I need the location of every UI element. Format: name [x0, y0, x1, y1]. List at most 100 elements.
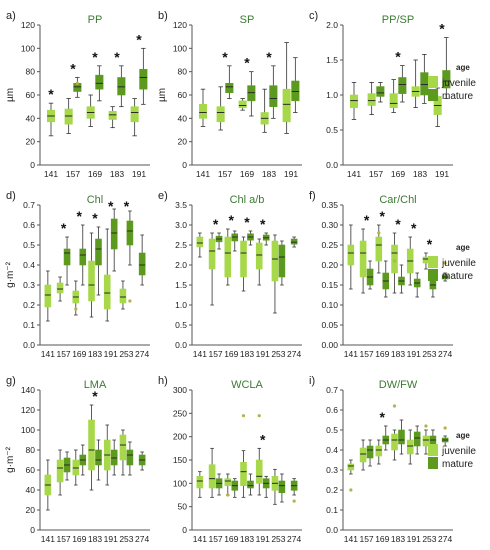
legend-swatch	[428, 256, 438, 268]
box-body	[64, 108, 73, 125]
box-body	[208, 238, 216, 270]
y-tick-label: 0.6	[23, 220, 35, 230]
outlier-point	[75, 81, 79, 85]
x-tick-label: 191	[284, 169, 298, 179]
box-body	[119, 288, 127, 304]
box-body	[198, 104, 208, 119]
x-tick-label: 157	[359, 534, 373, 544]
box-mature-169	[247, 71, 256, 117]
box-mature-274	[290, 236, 298, 248]
outlier-point	[257, 414, 261, 418]
significance-marker: *	[260, 216, 266, 232]
y-tick-label: 2.0	[326, 20, 338, 30]
significance-marker: *	[70, 61, 76, 77]
box-body	[391, 244, 398, 274]
legend: age juvenile mature	[428, 431, 476, 470]
panel-title: Chl	[87, 194, 104, 206]
box-juvenile-183	[391, 429, 398, 461]
box-body	[238, 100, 247, 109]
box-body	[63, 248, 71, 266]
y-tick-label: 0.6	[326, 405, 338, 415]
box-body	[347, 463, 355, 471]
y-tick-label: 2.0	[175, 260, 187, 270]
significance-marker: *	[124, 198, 130, 214]
box-juvenile-191	[130, 98, 139, 137]
box-body	[290, 238, 298, 245]
y-tick-label: 80	[26, 67, 36, 77]
outlier-point	[292, 499, 296, 503]
x-tick-label: 274	[287, 349, 301, 359]
box-juvenile-141	[349, 82, 359, 120]
box-juvenile-183	[260, 88, 269, 133]
box-mature-157	[73, 77, 82, 98]
box-mature-183	[95, 439, 102, 481]
y-tick-label: 0.0	[175, 340, 187, 350]
y-tick-label: 120	[21, 405, 35, 415]
box-body	[422, 435, 430, 447]
significance-marker: *	[439, 21, 445, 37]
x-tick-label: 169	[88, 169, 102, 179]
box-mature-157	[63, 236, 71, 286]
box-juvenile-157	[367, 82, 376, 115]
legend: age juvenile mature	[428, 63, 476, 102]
box-body	[224, 236, 232, 278]
x-tick-label: 253	[422, 534, 436, 544]
box-juvenile-169	[86, 94, 95, 127]
x-tick-label: 253	[271, 349, 285, 359]
box-juvenile-141	[44, 270, 52, 322]
box-juvenile-191	[103, 228, 111, 322]
box-mature-157	[366, 439, 374, 467]
x-tick-label: 183	[88, 534, 102, 544]
box-mature-157	[225, 65, 234, 99]
y-tick-label: 40	[178, 113, 188, 123]
box-mature-183	[95, 226, 102, 296]
box-body	[247, 85, 256, 102]
x-tick-label: 141	[44, 169, 58, 179]
y-tick-label: 100	[21, 425, 35, 435]
y-tick-label: 0.5	[326, 425, 338, 435]
panel-label: c)	[309, 10, 318, 22]
panel-title: PP/SP	[382, 14, 414, 26]
y-tick-label: 120	[21, 20, 35, 30]
y-tick-label: 0.7	[326, 385, 338, 395]
y-tick-label: 0.00	[321, 340, 338, 350]
x-tick-label: 169	[375, 534, 389, 544]
legend-swatch	[428, 269, 438, 281]
y-tick-label: 0.3	[326, 465, 338, 475]
box-body	[110, 218, 118, 250]
box-body	[359, 447, 367, 463]
box-body	[282, 88, 291, 123]
significance-marker: *	[244, 214, 250, 230]
x-tick-label: 157	[369, 169, 383, 179]
outlier-point	[443, 261, 447, 265]
significance-marker: *	[77, 208, 83, 224]
y-tick-label: 1.0	[175, 300, 187, 310]
box-juvenile-169	[238, 98, 247, 111]
legend-title: age	[456, 243, 470, 252]
y-tick-label: 1.5	[326, 55, 338, 65]
box-body	[88, 260, 95, 302]
y-tick-label: 0.5	[175, 320, 187, 330]
significance-marker: *	[427, 236, 433, 252]
box-juvenile-191	[255, 238, 263, 286]
box-body	[367, 93, 376, 106]
box-juvenile-157	[208, 447, 216, 498]
significance-marker: *	[260, 431, 266, 447]
x-tick-label: 183	[391, 534, 405, 544]
y-tick-label: 3.0	[175, 220, 187, 230]
y-tick-label: 60	[178, 90, 188, 100]
x-tick-label: 183	[262, 169, 276, 179]
box-body	[240, 240, 247, 278]
x-tick-label: 274	[135, 349, 149, 359]
box-juvenile-191	[406, 429, 414, 465]
box-mature-253	[126, 441, 134, 476]
box-body	[255, 242, 263, 270]
box-body	[375, 236, 383, 262]
box-body	[117, 77, 126, 96]
box-body	[375, 445, 383, 457]
y-tick-label: 2.5	[175, 240, 187, 250]
box-juvenile-253	[119, 429, 127, 476]
x-tick-label: 274	[287, 534, 301, 544]
y-tick-label: 20	[26, 505, 36, 515]
box-juvenile-183	[411, 59, 420, 108]
